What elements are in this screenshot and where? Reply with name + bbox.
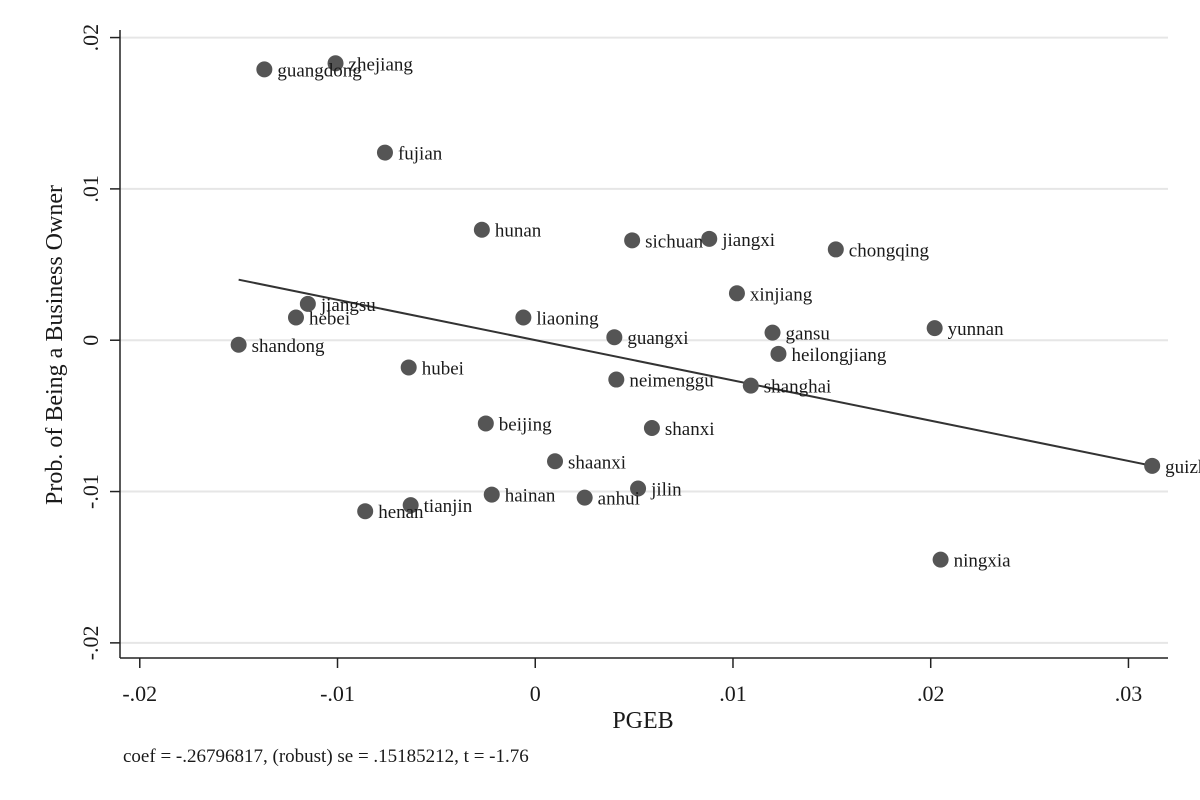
point-shanxi (643, 419, 660, 436)
point-fujian (376, 144, 393, 161)
point-label-hainan: hainan (505, 486, 556, 507)
point-zhejiang (327, 55, 344, 72)
fit-line-group (238, 278, 1153, 467)
point-label-yunnan: yunnan (948, 319, 1004, 340)
x-tick-label-4: .02 (917, 681, 945, 706)
y-tick-label-1: -.01 (78, 474, 103, 509)
x-tick-label-2: 0 (530, 681, 541, 706)
point-jilin (630, 480, 647, 497)
point-liaoning (515, 309, 532, 326)
y-axis-title: Prob. of Being a Business Owner (42, 185, 68, 505)
point-label-henan: henan (378, 502, 424, 523)
point-label-gansu: gansu (786, 324, 831, 345)
point-shaanxi (547, 453, 564, 470)
point-jiangsu (299, 295, 316, 312)
point-henan (357, 503, 374, 520)
point-label-shanghai: shanghai (764, 377, 832, 398)
point-guizhou (1144, 457, 1161, 474)
point-neimenggu (608, 371, 625, 388)
y-tick-label-0: -.02 (78, 625, 103, 660)
point-jiangxi (701, 230, 718, 247)
point-label-liaoning: liaoning (536, 309, 599, 330)
x-tick-label-1: -.01 (320, 681, 355, 706)
axes: -.02 -.01 0 .01 .02 -.02 -.01 0 .01 .02 .03 (78, 24, 1168, 706)
point-label-hunan: hunan (495, 221, 542, 242)
y-tick-label-2: 0 (78, 335, 103, 346)
point-ningxia (932, 551, 949, 568)
grid-lines (120, 36, 1168, 644)
point-label-hebei: hebei (309, 309, 350, 330)
data-points (230, 55, 1161, 568)
point-tianjin (402, 497, 419, 514)
point-label-neimenggu: neimenggu (629, 371, 714, 392)
point-label-jiangsu: jiangsu (320, 295, 376, 316)
point-label-shaanxi: shaanxi (568, 452, 626, 473)
fit-line (238, 278, 1153, 467)
point-hainan (483, 486, 500, 503)
point-label-shandong: shandong (252, 336, 325, 357)
point-chongqing (827, 241, 844, 258)
point-label-zhejiang: zhejiang (349, 54, 414, 75)
point-shandong (230, 336, 247, 353)
point-yunnan (926, 320, 943, 337)
point-label-hubei: hubei (422, 358, 464, 379)
point-xinjiang (728, 285, 745, 302)
point-label-beijing: beijing (499, 414, 552, 435)
point-beijing (477, 415, 494, 432)
point-label-tianjin: tianjin (424, 496, 473, 517)
point-label-jilin: jilin (650, 480, 682, 501)
point-hunan (473, 221, 490, 238)
point-label-ningxia: ningxia (954, 551, 1012, 572)
point-label-guangxi: guangxi (627, 328, 688, 349)
regression-note: coef = -.26796817, (robust) se = .151852… (123, 746, 529, 767)
x-tick-label-3: .01 (719, 681, 747, 706)
point-guangdong (256, 61, 273, 78)
x-tick-label-0: -.02 (122, 681, 157, 706)
y-tick-label-4: .02 (78, 24, 103, 52)
point-label-chongqing: chongqing (849, 240, 930, 261)
point-label-anhui: anhui (598, 489, 640, 510)
point-label-heilongjiang: heilongjiang (791, 345, 886, 366)
point-label-fujian: fujian (398, 144, 443, 165)
point-label-jiangxi: jiangxi (721, 230, 775, 251)
point-label-sichuan: sichuan (645, 231, 704, 252)
point-hubei (400, 359, 417, 376)
point-guangxi (606, 329, 623, 346)
point-label-xinjiang: xinjiang (750, 284, 813, 305)
point-sichuan (624, 232, 641, 249)
point-gansu (764, 324, 781, 341)
point-shanghai (742, 377, 759, 394)
point-heilongjiang (770, 345, 787, 362)
point-hebei (287, 309, 304, 326)
point-anhui (576, 489, 593, 506)
point-label-guangdong: guangdong (277, 60, 362, 81)
point-label-guizhou: guizhou (1165, 457, 1200, 478)
y-tick-label-3: .01 (78, 175, 103, 203)
x-tick-label-5: .03 (1115, 681, 1143, 706)
point-label-shanxi: shanxi (665, 419, 715, 440)
x-axis-title: PGEB (612, 708, 673, 734)
